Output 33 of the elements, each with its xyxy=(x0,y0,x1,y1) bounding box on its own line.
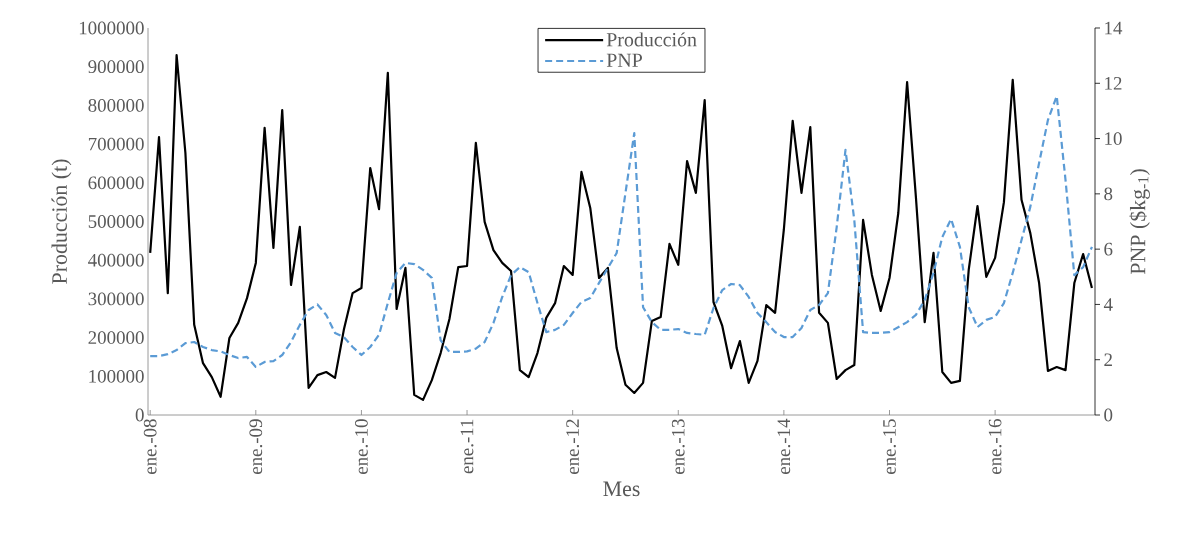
legend-label: Producción xyxy=(606,32,697,47)
y-tick-label: 800000 xyxy=(88,99,144,112)
y2-tick-label: 8 xyxy=(1104,187,1113,201)
y-tick-label: 900000 xyxy=(88,60,144,74)
y-tick-label: 400000 xyxy=(88,253,144,267)
legend-label: PNP xyxy=(606,53,642,67)
x-tick-label: ene.-12 xyxy=(566,419,580,475)
y-tick-label: 200000 xyxy=(88,331,144,344)
y2-tick-label: 12 xyxy=(1105,77,1122,90)
x-tick-label: ene.-13 xyxy=(671,419,685,475)
y-axis-title: Producción (t) xyxy=(51,159,72,284)
x-tick-label: ene.-09 xyxy=(249,419,263,475)
x-tick-label: ene.-11 xyxy=(460,419,474,474)
y2-tick-label: 0 xyxy=(1104,408,1113,422)
x-tick-label: ene.-15 xyxy=(883,419,896,475)
y-tick-label: 300000 xyxy=(88,292,144,306)
y-tick-label: 700000 xyxy=(88,137,144,151)
x-tick-label: ene.-08 xyxy=(143,419,157,475)
y2-tick-label: 4 xyxy=(1103,298,1113,311)
y-tick-label: 1000000 xyxy=(79,21,144,35)
y2-tick-label: 10 xyxy=(1105,132,1122,145)
x-tick-label: ene.-16 xyxy=(988,419,1002,475)
y-tick-label: 500000 xyxy=(88,215,144,228)
y-tick-label: 0 xyxy=(135,408,144,422)
y2-tick-label: 14 xyxy=(1105,21,1123,35)
x-tick-label: ene.-14 xyxy=(777,418,791,475)
y-tick-label: 600000 xyxy=(88,176,144,190)
y-tick-label: 100000 xyxy=(89,369,144,383)
x-axis-title: Mes xyxy=(603,481,640,497)
y2-tick-label: 6 xyxy=(1104,242,1113,256)
x-tick-label: ene.-10 xyxy=(355,419,368,475)
y2-axis-title: PNP ($kg$_{-1}$) xyxy=(1129,169,1150,275)
y2-tick-label: 2 xyxy=(1104,353,1112,366)
